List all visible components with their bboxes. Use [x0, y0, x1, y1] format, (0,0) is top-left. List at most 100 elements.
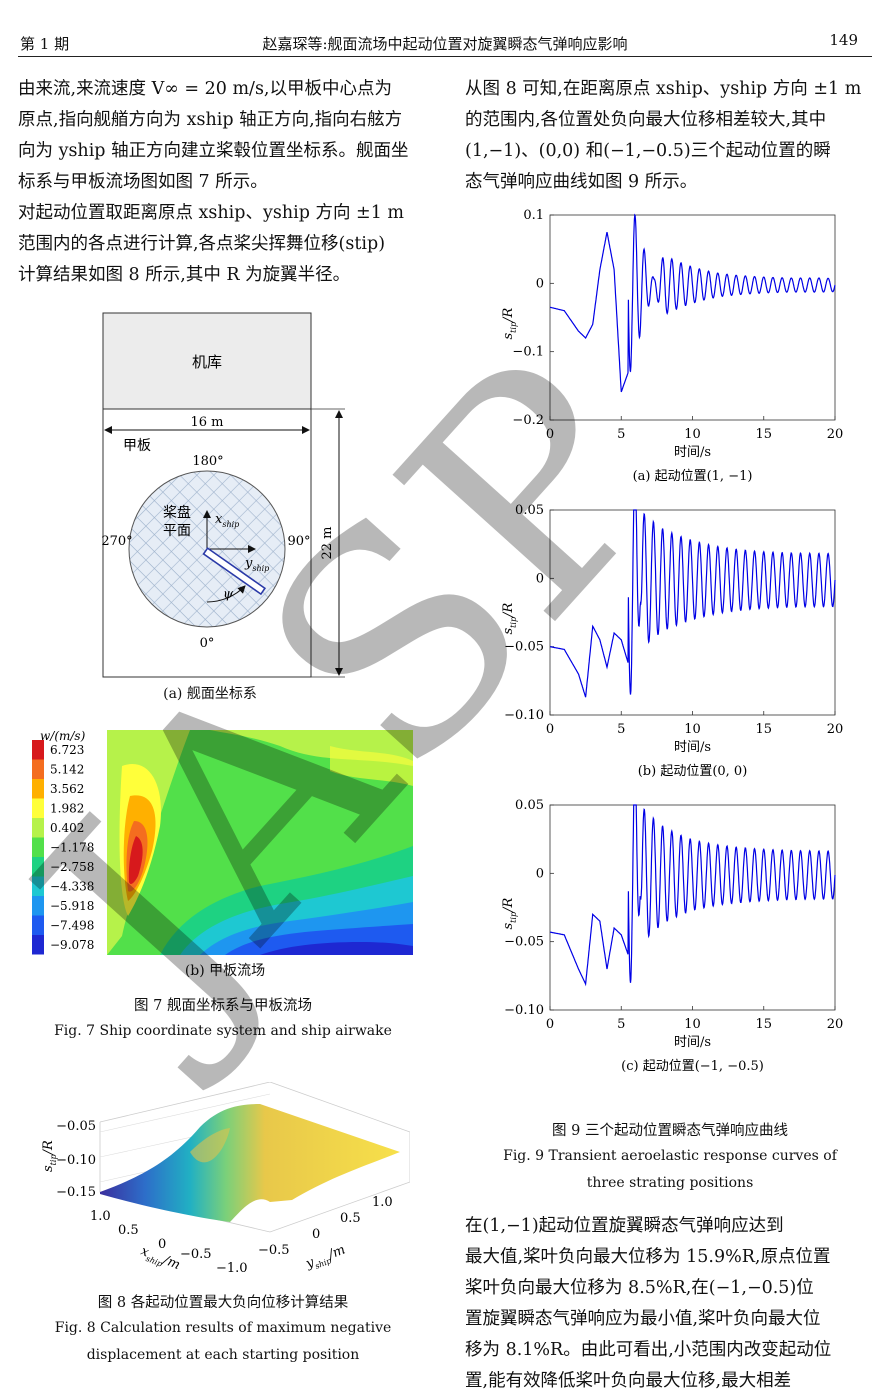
colorbar-swatch: [32, 779, 44, 799]
x-tick-label: 20: [827, 722, 844, 737]
chart-panel: 0 5 10 15 20 0.05 0 −0.05 −0.10 stip/R 时间/s (c) 起动位…: [501, 798, 843, 1074]
chart-subtitle: (a) 起动位置(1, −1): [633, 469, 753, 484]
text-line: 从图 8 可知,在距离原点 xship、yship 方向 ±1 m: [465, 79, 862, 99]
colorbar-swatch: [32, 837, 44, 857]
y-tick: −0.5: [258, 1243, 290, 1258]
left-paragraph-top: 由来流,来流速度 V∞ = 20 m/s,以甲板中心点为 原点,指向舰艏方向为 x…: [18, 74, 428, 291]
colorbar-swatch: [32, 857, 44, 877]
text-line: (1,−1)、(0,0) 和(−1,−0.5)三个起动位置的瞬: [465, 141, 831, 161]
colorbar: 6.723 5.142 3.562 1.982 0.402 −1.178 −2.758 −4.…: [32, 740, 94, 955]
surface: [100, 1104, 400, 1222]
y-tick-label: −0.10: [504, 708, 544, 723]
angle-90: 90°: [287, 534, 310, 549]
blade-marker: [202, 547, 267, 596]
x-tick-label: 10: [684, 427, 701, 442]
x-tick: −0.5: [180, 1247, 212, 1262]
colorbar-label: −9.078: [50, 938, 94, 952]
fig9-caption-en-2: three strating positions: [586, 1175, 754, 1191]
y-tick-label: −0.1: [512, 345, 544, 360]
fig9-caption-en-1: Fig. 9 Transient aeroelastic response cu…: [503, 1148, 837, 1164]
fig7-caption-en: Fig. 7 Ship coordinate system and ship a…: [54, 1023, 392, 1039]
chart-subtitle: (b) 起动位置(0, 0): [638, 764, 748, 779]
text-line: 在(1,−1)起动位置旋翼瞬态气弹响应达到: [465, 1216, 784, 1236]
series-line: [550, 213, 836, 393]
colorbar-swatch: [32, 915, 44, 935]
length-label: 22 m: [320, 526, 335, 559]
colorbar-swatch: [32, 740, 44, 760]
text-line: 标系与甲板流场图如图 7 所示。: [18, 172, 268, 192]
y-tick-label: 0: [536, 571, 544, 586]
text-line: 计算结果如图 8 所示,其中 R 为旋翼半径。: [18, 265, 351, 285]
disk-label-2: 平面: [163, 523, 191, 539]
plot-frame: [549, 804, 836, 1011]
x-tick-label: 10: [684, 722, 701, 737]
colorbar-label: −4.338: [50, 880, 94, 894]
fig7a-subcaption: (a) 舰面坐标系: [163, 686, 257, 702]
fig8-caption-cn: 图 8 各起动位置最大负向位移计算结果: [97, 1295, 349, 1311]
fig8-caption-en-2: displacement at each starting position: [86, 1347, 360, 1363]
y-tick-label: 0.05: [515, 503, 544, 518]
airwake-contour: [107, 730, 413, 955]
z-label: stip/R: [41, 1140, 58, 1172]
colorbar-label: 3.562: [50, 782, 84, 796]
y-tick: 1.0: [372, 1195, 393, 1210]
fig7b-subcaption: (b) 甲板流场: [184, 963, 266, 979]
x-tick-label: 15: [755, 427, 772, 442]
z-tick: −0.15: [56, 1185, 96, 1200]
text-line: 置旋翼瞬态气弹响应为最小值,桨叶负向最大位: [465, 1309, 821, 1329]
deck-outline: [102, 408, 312, 678]
box-back: [99, 1082, 410, 1182]
angle-180: 180°: [192, 454, 223, 469]
disk-label-1: 桨盘: [163, 504, 191, 521]
page-header: 第 1 期 赵嘉琛等:舰面流场中起动位置对旋翼瞬态气弹响应影响 149: [0, 0, 890, 60]
y-axis-label: yship/m: [303, 1242, 348, 1274]
colorbar-label: −1.178: [50, 841, 94, 855]
x-tick-label: 0: [546, 427, 554, 442]
x-axis-label: 时间/s: [674, 740, 711, 755]
width-label: 16 m: [190, 415, 223, 430]
colorbar-swatch: [32, 759, 44, 779]
y-tick-label: 0: [536, 866, 544, 881]
y-ship-label: yship: [244, 556, 269, 573]
y-tick-label: 0.1: [523, 208, 544, 223]
fig8-caption-en-1: Fig. 8 Calculation results of maximum ne…: [54, 1320, 392, 1336]
deck-label: 甲板: [123, 438, 151, 454]
colorbar-swatch: [32, 935, 44, 955]
x-tick-label: 10: [684, 1017, 701, 1032]
x-tick-label: 0: [546, 722, 554, 737]
plot-frame: [549, 509, 836, 716]
text-line: 对起动位置取距离原点 xship、yship 方向 ±1 m: [18, 203, 404, 223]
right-paragraph-bottom: 在(1,−1)起动位置旋翼瞬态气弹响应达到 最大值,桨叶负向最大位移为 15.9%…: [465, 1211, 875, 1397]
x-axis-label: 时间/s: [674, 1035, 711, 1050]
text-line: 桨叶负向最大位移为 8.5%R,在(−1,−0.5)位: [465, 1278, 814, 1298]
text-line: 置,能有效降低桨叶负向最大位移,最大相差: [465, 1371, 792, 1391]
y-tick-label: 0: [536, 276, 544, 291]
x-tick-label: 20: [827, 1017, 844, 1032]
x-tick-label: 0: [546, 1017, 554, 1032]
colorbar-label: 6.723: [50, 743, 84, 757]
y-axis-label: stip/R: [501, 898, 518, 930]
text-line: 移为 8.1%R。由此可看出,小范围内改变起动位: [465, 1340, 832, 1360]
running-title: 赵嘉琛等:舰面流场中起动位置对旋翼瞬态气弹响应影响: [262, 35, 628, 53]
x-ship-label: xship: [215, 512, 239, 529]
x-tick-label: 15: [755, 722, 772, 737]
x-tick-label: 15: [755, 1017, 772, 1032]
azimuth-arrow: [206, 585, 246, 603]
colorbar-swatch: [32, 876, 44, 896]
y-tick-label: −0.2: [512, 413, 544, 428]
colorbar-swatch: [32, 798, 44, 818]
fig9-caption-cn: 图 9 三个起动位置瞬态气弹响应曲线: [552, 1123, 788, 1139]
fig7-caption-cn: 图 7 舰面坐标系与甲板流场: [134, 998, 312, 1014]
chart-panel: 0 5 10 15 20 0.05 0 −0.05 −0.10 stip/R 时间/s (b) 起动位…: [501, 503, 843, 779]
fig7b-deck-airwake: w/(m/s) 6.723 5.142 3.562 1.982 0.402 −1.178 −…: [32, 729, 413, 955]
y-tick-label: −0.10: [504, 1003, 544, 1018]
text-line: 范围内的各点进行计算,各点桨尖挥舞位移(stip): [18, 234, 386, 254]
hangar-block: [102, 312, 312, 410]
grid-line: [99, 1093, 271, 1133]
y-tick: 0.5: [340, 1211, 361, 1226]
y-tick-label: 0.05: [515, 798, 544, 813]
x-tick-label: 20: [827, 427, 844, 442]
fig8-surface-plot: −0.05 −0.10 −0.15 stip/R 1.0 0.5 0 −0.5 …: [41, 1082, 410, 1276]
colorbar-label: 0.402: [50, 821, 84, 835]
page-number: 149: [829, 31, 858, 49]
